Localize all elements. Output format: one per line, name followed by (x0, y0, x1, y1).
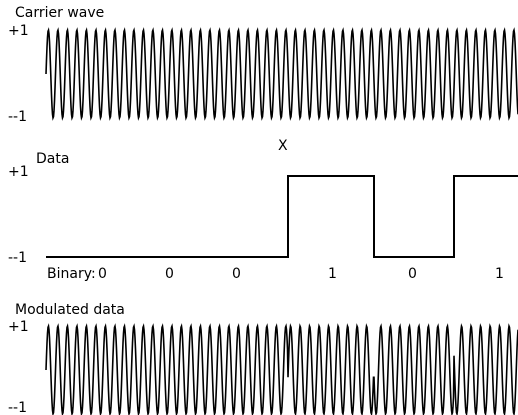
modulated-y-bottom-label: --1 (8, 400, 27, 415)
binary-bit-label: 1 (328, 266, 337, 282)
binary-bit-label: 0 (165, 266, 174, 282)
carrier-panel: Carrier wave +1 --1 (8, 5, 518, 125)
data-panel: Data +1 --1 X Binary: 0 0 0 1 0 1 (8, 138, 518, 282)
data-y-bottom-label: --1 (8, 250, 27, 266)
modulated-panel: Modulated data +1 --1 (8, 302, 518, 415)
binary-bit-label: 0 (98, 266, 107, 282)
binary-prefix: Binary: (47, 266, 96, 282)
data-signal-line (46, 175, 518, 258)
carrier-wave-line (45, 27, 518, 121)
modulated-wave-line (45, 323, 518, 415)
binary-bit-label: 0 (232, 266, 241, 282)
modulated-title: Modulated data (15, 302, 125, 318)
carrier-title: Carrier wave (15, 5, 104, 21)
modulated-y-top-label: +1 (8, 319, 29, 335)
binary-bit-label: 1 (495, 266, 504, 282)
data-title: Data (36, 151, 69, 167)
binary-labels: Binary: 0 0 0 1 0 1 (47, 266, 504, 282)
binary-bit-label: 0 (408, 266, 417, 282)
data-marker-x: X (278, 138, 288, 154)
data-y-top-label: +1 (8, 164, 29, 180)
carrier-y-top-label: +1 (8, 23, 29, 39)
carrier-y-bottom-label: --1 (8, 109, 27, 125)
